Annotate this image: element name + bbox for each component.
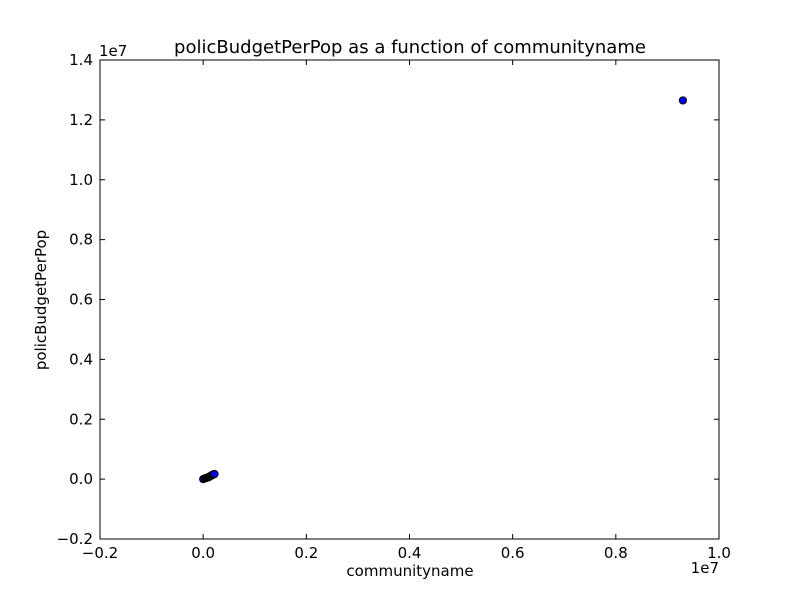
plot-area [100, 60, 719, 539]
x-tick-label: 0.0 [191, 544, 215, 562]
chart-title: policBudgetPerPop as a function of commu… [174, 37, 646, 58]
data-points [199, 96, 687, 484]
y-tick-label: −0.2 [57, 530, 93, 548]
x-tick-label: 0.8 [604, 544, 628, 562]
data-point [210, 469, 219, 479]
data-point [678, 96, 687, 105]
y-axis-multiplier: 1e7 [99, 42, 127, 60]
x-tick-label: 0.6 [501, 544, 525, 562]
y-tick-label: 0.0 [69, 470, 93, 488]
y-tick-label: 0.2 [69, 410, 93, 428]
y-tick-label: 1.4 [69, 51, 93, 69]
y-tick-label: 0.6 [69, 291, 93, 309]
y-axis-label: policBudgetPerPop [32, 230, 50, 370]
x-tick-label: 1.0 [707, 544, 731, 562]
y-tick-label: 1.2 [69, 111, 93, 129]
x-axis-multiplier: 1e7 [691, 559, 719, 577]
x-tick-label: −0.2 [82, 544, 118, 562]
y-tick-label: 1.0 [69, 171, 93, 189]
y-tick-label: 0.4 [69, 350, 93, 368]
y-tick-label: 0.8 [69, 231, 93, 249]
x-tick-label: 0.4 [398, 544, 422, 562]
x-axis-label: communityname [346, 562, 473, 580]
plot-background [100, 60, 719, 539]
y-axis-ticks: −0.2 0.0 0.2 0.4 0.6 0.8 1.0 1.2 1.4 [57, 51, 719, 548]
x-tick-label: 0.2 [294, 544, 318, 562]
x-axis-ticks: −0.2 0.0 0.2 0.4 0.6 0.8 1.0 [82, 60, 731, 562]
